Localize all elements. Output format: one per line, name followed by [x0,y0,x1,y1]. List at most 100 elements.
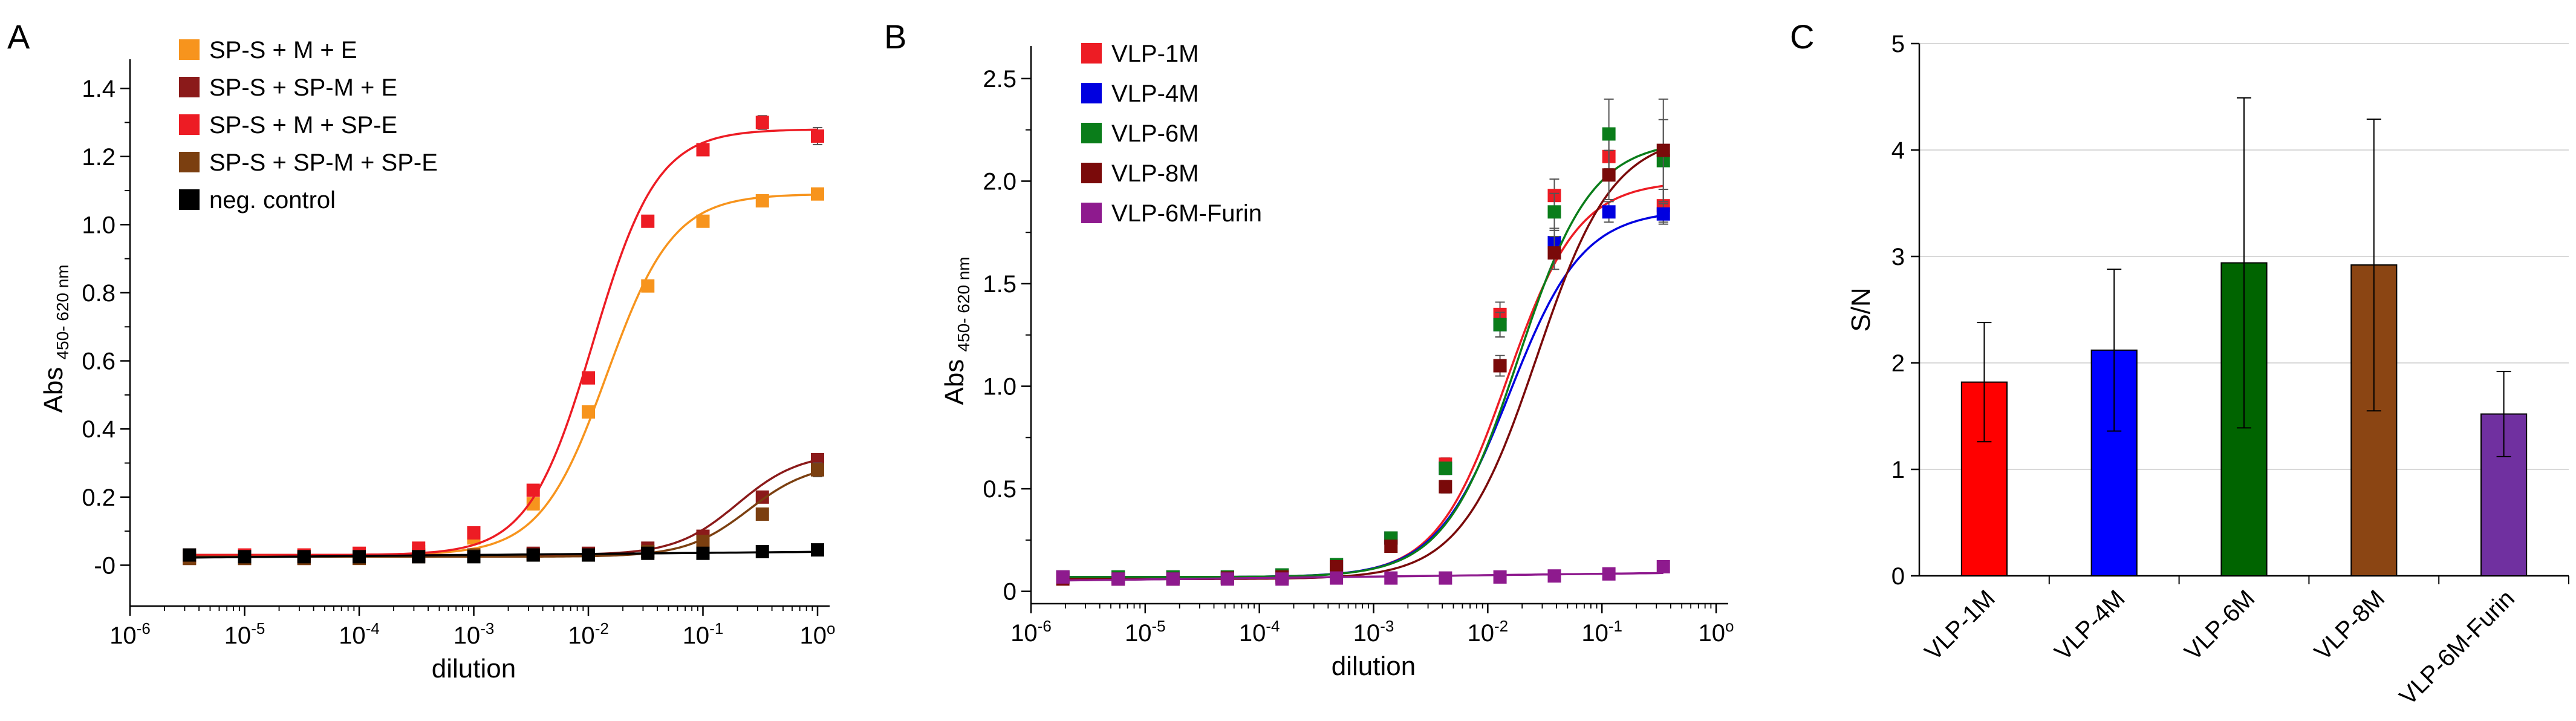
panel-a-legend-swatch [179,114,200,135]
panel-b-fit-curve [1062,214,1664,578]
panel-a-legend-swatch [179,189,200,210]
panel-b-data-point [1056,570,1070,584]
panel-a-data-point [582,548,595,562]
panel-b-y-tick-label: 0.5 [983,476,1016,503]
panel-b-data-point [1547,205,1561,219]
panel-a-y-tick-label: 0.2 [82,484,115,511]
panel-b-data-point [1493,359,1507,373]
panel-a-y-tick-label: 1.2 [82,144,115,171]
panel-a-series-sp-s-sp-m-sp-e [183,462,824,566]
panel-b-data-point [1384,540,1398,553]
panel-b-y-axis-title: Abs 450- 620 nm [940,256,973,405]
panel-b-data-point [1656,560,1670,573]
panel-a-data-point [755,507,769,521]
panel-a-data-point [755,544,769,558]
panel-a-data-point [811,129,824,143]
panel-c-y-tick-label: 0 [1891,563,1905,590]
panel-b-x-tick-label: 10-2 [1468,617,1509,647]
panel-a-fit-curve [189,193,818,556]
panel-b-series-vlp-4m [1056,201,1670,584]
panel-c-x-tick-label: VLP-8M [2309,585,2390,665]
panel-b-data-point [1547,569,1561,583]
panel-b-legend-label: VLP-6M [1111,120,1199,147]
panel-a-x-tick-label: 10-5 [224,619,265,649]
panel-b-legend-label: VLP-4M [1111,80,1199,107]
panel-a-y-tick-label: 0.6 [82,348,115,375]
panel-b-data-point [1384,571,1398,585]
panel-a-data-point [526,497,540,511]
panel-a-y-axis-title: Abs 450- 620 nm [39,264,72,413]
panel-a-data-point [526,548,540,562]
panel-a-legend: SP-S + M + E SP-S + SP-M + E SP-S + M + SP… [179,37,438,214]
panel-a-y-tick-label: 0.8 [82,280,115,307]
panel-b-data-point [1111,572,1125,586]
panel-a-data-point [526,483,540,497]
panel-b-legend-label: VLP-6M-Furin [1111,200,1262,227]
panel-c-y-tick-label: 2 [1891,350,1905,377]
panel-b-data-point [1439,480,1452,494]
panel-b-data-point [1493,318,1507,331]
panel-a-legend-swatch [179,152,200,172]
panel-a-data-point [755,194,769,207]
panel-b-fit-curve [1062,147,1664,578]
panel-b-data-point [1439,462,1452,475]
panel-b-data-point [1602,205,1616,219]
panel-a-fit-curve [189,550,818,559]
panel-b-x-tick-label: 10-5 [1125,617,1166,647]
panel-a-x-tick-label: 10-2 [568,619,609,649]
panel-a-data-point [582,371,595,385]
panel-c-x-tick-label: VLP-1M [1919,585,2000,665]
panel-b-data-point [1275,572,1289,586]
panel-c-x-tick-label: VLP-6M [2179,585,2260,665]
panel-b-data-point [1166,572,1180,586]
panel-b-data-point [1493,570,1507,584]
panel-b-legend-swatch [1081,43,1102,64]
panel-b-x-axis-title: dilution [1332,651,1416,681]
panel-a-y-tick-label: -0 [94,552,115,579]
panel-b-legend-swatch [1081,163,1102,183]
panel-a-y-tick-label: 1.0 [82,212,115,238]
panel-a-x-tick-label: 10o [800,619,836,649]
panel-a-legend-swatch [179,77,200,97]
panel-b-data-point [1330,571,1344,585]
panel-a-legend-label: neg. control [209,187,336,214]
panel-b-legend-swatch [1081,83,1102,103]
panel-a-y-tick-label: 0.4 [82,416,115,443]
panel-a-fit-curve [189,128,818,556]
panel-b-x-tick-label: 10-6 [1010,617,1052,647]
panel-a-data-point [238,550,252,564]
panel-a-data-point [641,279,655,293]
panel-a-data-point [696,214,710,228]
panel-c-x-tick-label: VLP-4M [2049,585,2130,665]
panel-c: C 0 1 2 3 4 5 VLP-1M VLP-4M VLP-6M VLP-8M VLP-6M-F… [1790,18,2569,710]
panel-c-letter: C [1790,18,1814,56]
panel-a-series-neg-control [183,543,824,564]
panel-a-data-point [696,143,710,157]
panel-a-letter: A [7,18,30,56]
panel-a-legend-label: SP-S + M + E [209,37,357,64]
panel-b-y-tick-label: 1.5 [983,271,1016,298]
panel-c-x-tick-label: VLP-6M-Furin [2395,585,2520,710]
panel-a-data-point [811,463,824,477]
panel-b-series-vlp-6m-furin [1056,560,1670,586]
panel-a-x-tick-label: 10-6 [109,619,151,649]
panel-a-legend-swatch [179,39,200,60]
panel-a-data-point [696,546,710,560]
panel-b-y-tick-label: 1.0 [983,374,1016,400]
panel-b-x-tick-label: 10o [1699,617,1734,647]
panel-a-legend-label: SP-S + M + SP-E [209,112,397,139]
panel-b-data-point [1602,567,1616,581]
panel-a-data-point [353,550,366,564]
panel-a-x-tick-label: 10-4 [339,619,380,649]
panel-a-data-point [641,546,655,560]
panel-a-legend-label: SP-S + SP-M + SP-E [209,149,438,176]
panel-a-series-sp-s-m-sp-e [183,115,824,562]
panel-a-x-tick-label: 10-1 [683,619,724,649]
panel-a-series-sp-s-m-e [183,187,824,564]
panel-b: B 0 0.5 1.0 1.5 2.0 2.5 10-6 10-5 10-4 10-3 10-2 10… [884,18,1734,681]
panel-b-y-tick-label: 2.5 [983,66,1016,93]
panel-b-data-point [1656,207,1670,221]
panel-a-data-point [183,548,197,562]
panel-b-x-tick-label: 10-1 [1581,617,1622,647]
